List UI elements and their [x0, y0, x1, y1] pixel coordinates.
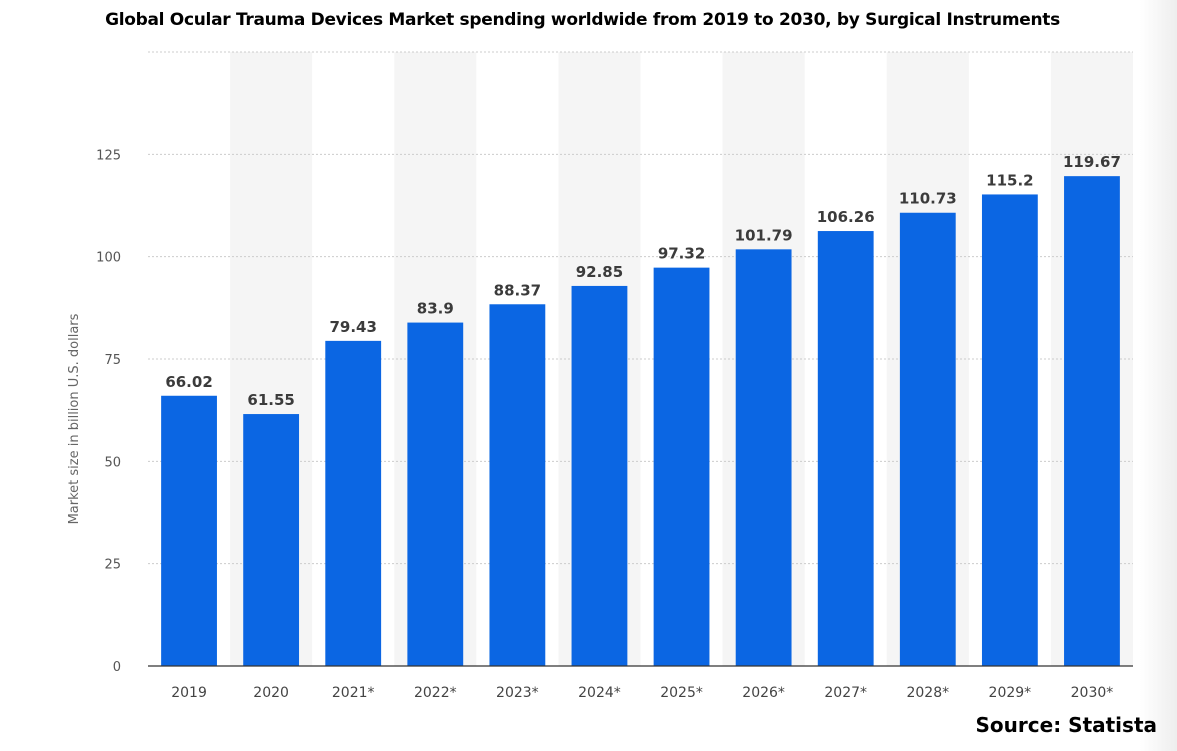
- y-tick-label: 100: [96, 251, 121, 266]
- x-tick-label: 2025*: [660, 685, 703, 701]
- data-label: 106.26: [817, 208, 875, 226]
- bar: [161, 395, 217, 666]
- data-label: 115.2: [986, 171, 1033, 189]
- x-tick-label: 2024*: [578, 685, 621, 701]
- chart-title: Global Ocular Trauma Devices Market spen…: [105, 10, 1060, 30]
- data-label: 110.73: [899, 190, 957, 208]
- data-label: 61.55: [247, 391, 294, 409]
- gridlines: [148, 51, 1133, 565]
- y-tick-label: 25: [104, 558, 121, 573]
- x-tick-label: 2021*: [332, 685, 375, 701]
- bar: [817, 231, 874, 666]
- data-label: 92.85: [576, 263, 623, 281]
- edge-shadow: [1140, 0, 1177, 751]
- y-tick-labels: 0 25 50 75 100 125: [96, 148, 121, 675]
- x-tick-label: 2030*: [1071, 685, 1114, 701]
- bar: [243, 414, 300, 666]
- data-label: 83.9: [417, 300, 454, 318]
- bar: [653, 267, 710, 666]
- x-tick-label: 2022*: [414, 685, 457, 701]
- x-tick-label: 2027*: [824, 685, 867, 701]
- x-tick-labels: 2019 2020 2021* 2022* 2023* 2024* 2025* 2026* 20…: [171, 685, 1113, 701]
- data-label: 66.02: [165, 373, 212, 391]
- data-labels: 66.02 61.55 79.43 83.9 88.37 92.85 97.32 101.79…: [165, 153, 1121, 409]
- data-label: 88.37: [494, 281, 541, 299]
- bar: [981, 194, 1038, 666]
- y-tick-label: 75: [104, 353, 121, 368]
- x-tick-label: 2028*: [906, 685, 949, 701]
- x-tick-label: 2026*: [742, 685, 785, 701]
- bar: [489, 304, 546, 666]
- y-tick-label: 125: [96, 148, 121, 163]
- y-tick-label: 50: [104, 455, 121, 470]
- y-tick-label: 0: [113, 660, 121, 675]
- bars: [161, 176, 1120, 667]
- x-tick-label: 2029*: [989, 685, 1032, 701]
- data-label: 97.32: [658, 245, 705, 263]
- data-label: 119.67: [1063, 153, 1121, 171]
- data-label: 79.43: [329, 318, 376, 336]
- bar: [899, 212, 956, 667]
- y-axis-label: Market size in billion U.S. dollars: [67, 313, 82, 524]
- data-label: 101.79: [735, 226, 793, 244]
- x-tick-label: 2023*: [496, 685, 539, 701]
- bar: [407, 322, 464, 666]
- source-note: Source: Statista: [975, 713, 1157, 737]
- bar: [325, 340, 382, 666]
- bar: [1064, 176, 1120, 666]
- bar: [735, 249, 792, 666]
- x-tick-label: 2020: [253, 685, 289, 701]
- bar: [571, 285, 628, 666]
- x-tick-label: 2019: [171, 685, 207, 701]
